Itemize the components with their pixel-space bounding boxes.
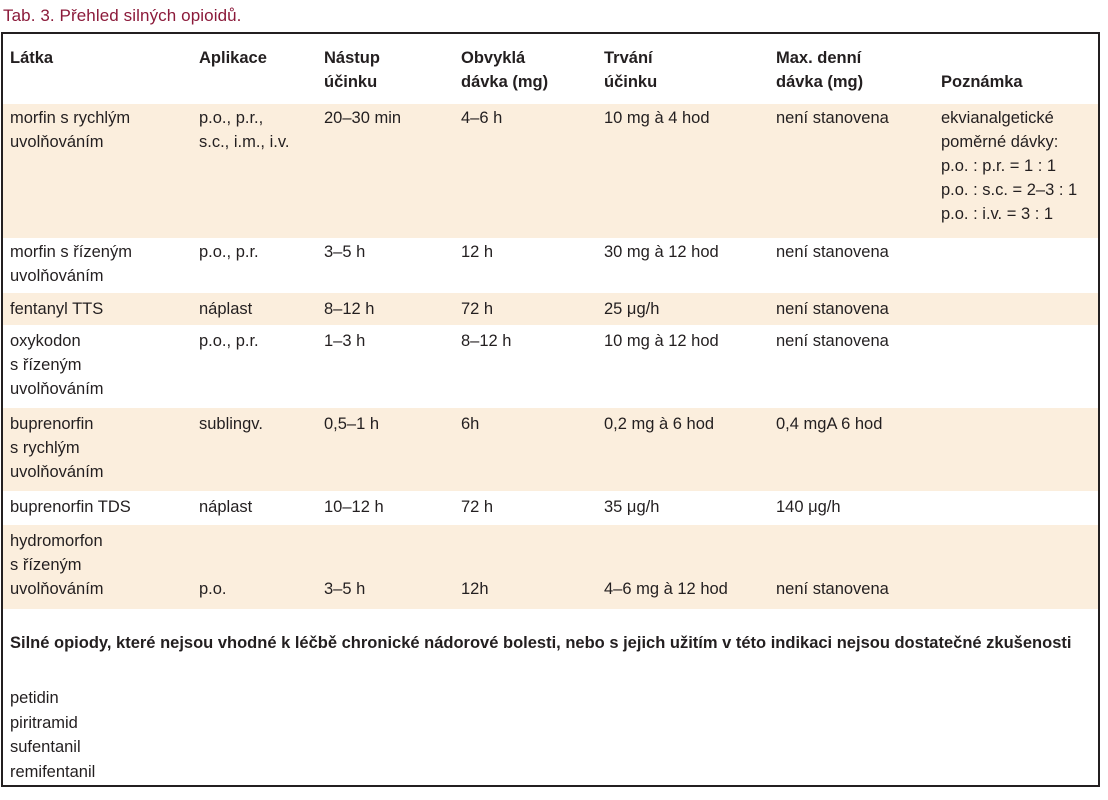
cell-latka: fentanyl TTS: [10, 300, 104, 318]
cell-aplikace: p.o.: [199, 580, 227, 598]
cell-davka: 4–6 h: [461, 109, 503, 127]
cell-nastup: 3–5 h: [324, 243, 366, 261]
cell-max-davka: 140 μg/h: [776, 498, 841, 516]
cell-davka: 72 h: [461, 300, 494, 318]
cell-max-davka: není stanovena: [776, 300, 889, 318]
cell-trvani: 10 mg à 12 hod: [604, 332, 719, 350]
list-item: remifentanil: [10, 762, 96, 781]
cell-davka: 8–12 h: [461, 332, 512, 350]
list-item: sufentanil: [10, 738, 81, 756]
cell-trvani: 25 μg/h: [604, 300, 660, 318]
cell-nastup: 1–3 h: [324, 332, 366, 350]
cell-aplikace: p.o., p.r.: [199, 243, 259, 261]
list-item: piritramid: [10, 713, 78, 732]
cell-davka: 12 h: [461, 243, 494, 261]
header-aplikace: Aplikace: [199, 49, 267, 67]
cell-nastup: 3–5 h: [324, 580, 366, 598]
cell-trvani: 10 mg à 4 hod: [604, 109, 710, 127]
opioid-table: Látka Aplikace Nástup účinku Obvyklá dáv…: [1, 32, 1100, 787]
header-obvykla-davka: Obvyklá dávka (mg): [461, 49, 549, 91]
header-poznamka: Poznámka: [941, 73, 1023, 91]
header-nastup-ucinku: Nástup účinku: [324, 49, 380, 91]
cell-trvani: 35 μg/h: [604, 498, 660, 516]
cell-aplikace: p.o., p.r., s.c., i.m., i.v.: [199, 109, 290, 151]
table-header-row: Látka Aplikace Nástup účinku Obvyklá dáv…: [3, 34, 1098, 104]
cell-trvani: 4–6 mg à 12 hod: [604, 580, 728, 598]
table-row: buprenorfin s rychlým uvolňováním sublin…: [3, 408, 1098, 491]
table-row: morfin s řízeným uvolňováním p.o., p.r. …: [3, 238, 1098, 293]
cell-max-davka: není stanovena: [776, 580, 889, 598]
cell-nastup: 10–12 h: [324, 498, 384, 516]
cell-latka: oxykodon s řízeným uvolňováním: [10, 332, 104, 398]
cell-davka: 72 h: [461, 498, 494, 516]
cell-max-davka: není stanovena: [776, 332, 889, 350]
cell-latka: buprenorfin s rychlým uvolňováním: [10, 415, 104, 481]
cell-trvani: 30 mg à 12 hod: [604, 243, 719, 261]
header-max-denni-davka: Max. denní dávka (mg): [776, 49, 864, 91]
cell-aplikace: náplast: [199, 498, 253, 516]
table-row: hydromorfon s řízeným uvolňováním p.o. 3…: [3, 525, 1098, 609]
cell-aplikace: náplast: [199, 300, 253, 318]
table-row: morfin s rychlým uvolňováním p.o., p.r.,…: [3, 104, 1098, 238]
cell-aplikace: sublingv.: [199, 415, 263, 433]
cell-nastup: 0,5–1 h: [324, 415, 380, 433]
cell-poznamka: ekvianalgetické poměrné dávky: p.o. : p.…: [941, 109, 1078, 223]
table-row: fentanyl TTS náplast 8–12 h 72 h 25 μg/h…: [3, 293, 1098, 325]
table-row: buprenorfin TDS náplast 10–12 h 72 h 35 …: [3, 491, 1098, 525]
cell-davka: 6h: [461, 415, 480, 433]
cell-max-davka: není stanovena: [776, 243, 889, 261]
header-trvani-ucinku: Trvání účinku: [604, 49, 658, 91]
cell-nastup: 8–12 h: [324, 300, 375, 318]
cell-latka: buprenorfin TDS: [10, 498, 131, 516]
cell-davka: 12h: [461, 580, 489, 598]
header-latka: Látka: [10, 49, 54, 67]
table-caption: Tab. 3. Přehled silných opioidů.: [3, 6, 242, 25]
cell-max-davka: 0,4 mgA 6 hod: [776, 415, 883, 433]
cell-aplikace: p.o., p.r.: [199, 332, 259, 350]
cell-latka: hydromorfon s řízeným uvolňováním: [10, 532, 104, 598]
cell-max-davka: není stanovena: [776, 109, 889, 127]
cell-trvani: 0,2 mg à 6 hod: [604, 415, 715, 433]
table-row: oxykodon s řízeným uvolňováním p.o., p.r…: [3, 325, 1098, 408]
cell-nastup: 20–30 min: [324, 109, 402, 127]
section-title: Silné opiody, které nejsou vhodné k léčb…: [10, 634, 1072, 652]
cell-latka: morfin s rychlým uvolňováním: [10, 109, 131, 151]
cell-latka: morfin s řízeným uvolňováním: [10, 243, 132, 285]
list-item: petidin: [10, 689, 59, 707]
other-opioids-list: petidin piritramid sufentanil remifentan…: [10, 686, 95, 784]
